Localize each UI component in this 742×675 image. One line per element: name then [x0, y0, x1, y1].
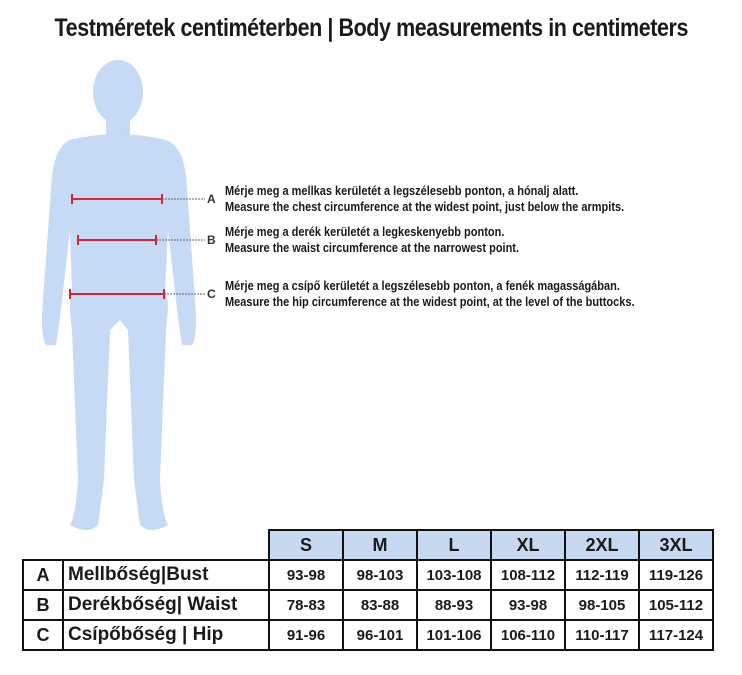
row-label: Derékbőség| Waist: [62, 589, 270, 621]
table-cell: 105-112: [638, 589, 714, 621]
size-header: M: [342, 529, 418, 561]
table-row: A Mellbőség|Bust 93-98 98-103 103-108 10…: [22, 559, 714, 591]
table-cell: 91-96: [268, 619, 344, 651]
marker-letter-c: C: [207, 287, 216, 301]
marker-letter-b: B: [207, 233, 216, 247]
size-header: L: [416, 529, 492, 561]
table-cell: 101-106: [416, 619, 492, 651]
row-label: Mellbőség|Bust: [62, 559, 270, 591]
size-header: 3XL: [638, 529, 714, 561]
table-cell: 83-88: [342, 589, 418, 621]
table-cell: 110-117: [564, 619, 640, 651]
row-label: Csípőbőség | Hip: [62, 619, 270, 651]
table-cell: 93-98: [268, 559, 344, 591]
table-cell: 98-105: [564, 589, 640, 621]
size-header: 2XL: [564, 529, 640, 561]
table-cell: 119-126: [638, 559, 714, 591]
size-header: S: [268, 529, 344, 561]
table-cell: 112-119: [564, 559, 640, 591]
instruction-waist: Mérje meg a derék kerületét a legkeskeny…: [225, 225, 520, 255]
size-header: XL: [490, 529, 566, 561]
size-table: S M L XL 2XL 3XL A Mellbőség|Bust 93-98 …: [22, 529, 714, 651]
table-cell: 88-93: [416, 589, 492, 621]
table-cell: 93-98: [490, 589, 566, 621]
table-cell: 108-112: [490, 559, 566, 591]
size-header-row: S M L XL 2XL 3XL: [23, 529, 714, 561]
table-cell: 117-124: [638, 619, 714, 651]
human-figure-icon: [42, 60, 196, 530]
body-silhouette: [42, 60, 205, 530]
table-cell: 98-103: [342, 559, 418, 591]
row-letter: C: [22, 619, 64, 651]
instruction-chest: Mérje meg a mellkas kerületét a legszéle…: [225, 184, 625, 214]
marker-letter-a: A: [207, 192, 216, 206]
table-cell: 103-108: [416, 559, 492, 591]
table-cell: 106-110: [490, 619, 566, 651]
page-title: Testméretek centiméterben | Body measure…: [54, 14, 688, 42]
table-cell: 78-83: [268, 589, 344, 621]
leader-lines: [156, 198, 205, 295]
table-row: B Derékbőség| Waist 78-83 83-88 88-93 93…: [22, 589, 714, 621]
table-row: C Csípőbőség | Hip 91-96 96-101 101-106 …: [22, 619, 714, 651]
instruction-hip: Mérje meg a csípő kerületét a legszélese…: [225, 279, 635, 309]
row-letter: B: [22, 589, 64, 621]
table-cell: 96-101: [342, 619, 418, 651]
row-letter: A: [22, 559, 64, 591]
